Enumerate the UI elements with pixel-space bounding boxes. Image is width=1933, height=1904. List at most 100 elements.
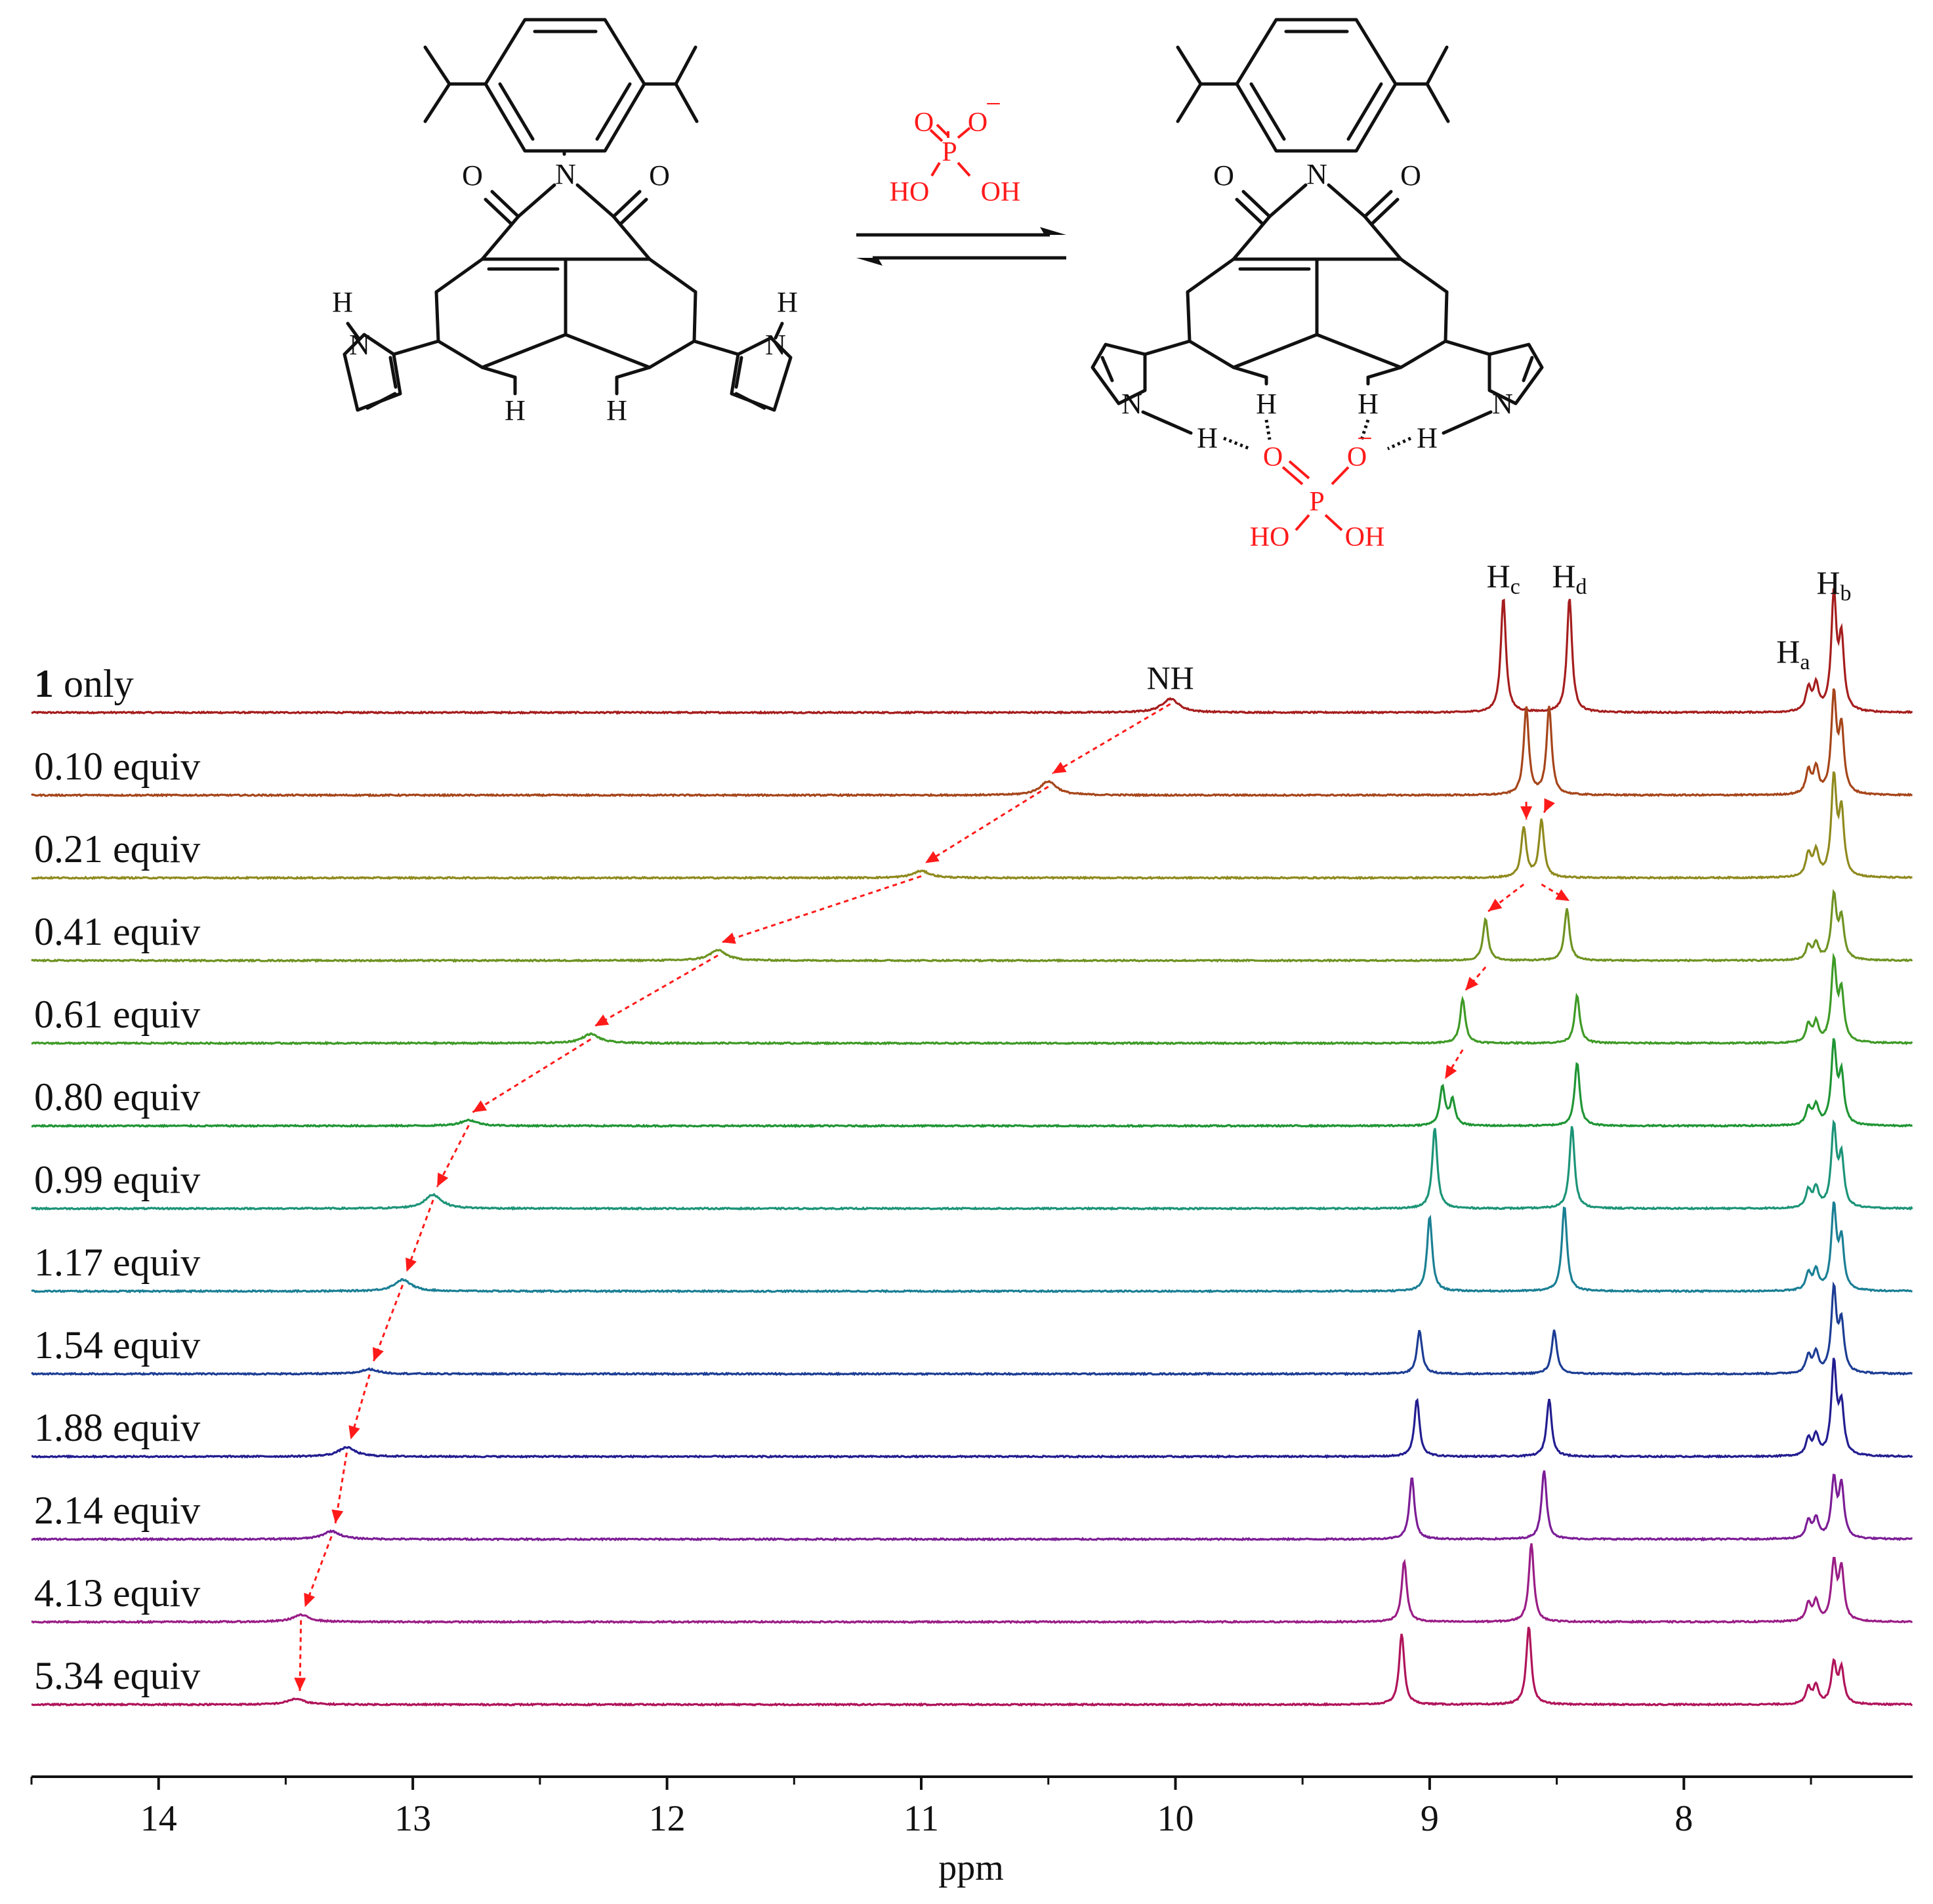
shift-arrow-line	[472, 1038, 592, 1113]
spectrum-trace	[31, 1201, 1913, 1294]
atom-label: O	[649, 159, 670, 192]
atom-label: N	[349, 329, 370, 361]
reagent-ho-label: HO	[890, 177, 930, 207]
bound-phosphate-labels: O O − P HO OH	[1250, 424, 1385, 552]
trace-label: 1.54 equiv	[34, 1323, 200, 1367]
shift-arrow-head	[472, 1100, 488, 1113]
spectrum-trace	[31, 1038, 1913, 1128]
label-main: H	[1776, 633, 1800, 670]
peak-labels: NH Hc Hd Ha Hb	[1147, 558, 1852, 696]
label-subscript: c	[1510, 575, 1520, 599]
atom-label: O	[1213, 159, 1234, 192]
shift-arrow-line	[721, 875, 922, 943]
shift-arrow-head	[372, 1347, 384, 1361]
trace-label-text: 0.61 equiv	[34, 993, 200, 1036]
x-axis-label: ppm	[938, 1848, 1004, 1888]
spectrum-trace	[31, 1626, 1913, 1707]
trace-label-text: 0.41 equiv	[34, 910, 200, 953]
trace-label: 0.21 equiv	[34, 827, 200, 871]
equilibrium-arrows	[856, 227, 1066, 266]
atom-label: O	[1347, 442, 1367, 472]
complex-atom-labels: N O O N N H H H H	[1121, 158, 1513, 454]
x-tick-label: 10	[1157, 1798, 1194, 1839]
shift-arrow-line	[334, 1452, 348, 1523]
trace-label-text: 5.34 equiv	[34, 1654, 200, 1697]
shift-arrow-line	[594, 954, 718, 1027]
x-tick-label: 9	[1421, 1798, 1439, 1839]
trace-label: 0.99 equiv	[34, 1158, 200, 1201]
shift-arrow-head	[594, 1014, 610, 1026]
trace-label-bold: 1	[34, 662, 54, 705]
trace-label-text: 0.21 equiv	[34, 827, 200, 871]
trace-label-text: only	[54, 662, 134, 705]
receptor-atom-labels: N O O N H N H H H	[332, 158, 798, 426]
trace-label: 2.14 equiv	[34, 1489, 200, 1532]
trace-label: 0.41 equiv	[34, 910, 200, 953]
atom-label: H	[332, 286, 353, 318]
label-main: H	[1552, 558, 1575, 594]
shift-arrow-head	[304, 1592, 316, 1607]
trace-label-text: 0.99 equiv	[34, 1158, 200, 1201]
spectrum-trace	[31, 588, 1913, 715]
reagent-o-label: O	[914, 108, 934, 138]
atom-label: O	[462, 159, 483, 192]
peak-label-ha: Ha	[1776, 633, 1810, 674]
spectrum-trace	[31, 1281, 1913, 1376]
trace-label-text: 2.14 equiv	[34, 1489, 200, 1532]
atom-label: H	[606, 394, 627, 426]
x-tick-label: 12	[649, 1798, 686, 1839]
shift-arrow-head	[1520, 806, 1533, 819]
receptor-structure	[343, 18, 793, 412]
trace-label-text: 4.13 equiv	[34, 1571, 200, 1615]
trace-labels: 1 only 0.10 equiv 0.21 equiv 0.41 equiv 0.61…	[34, 662, 200, 1697]
shift-arrow-head	[722, 932, 736, 944]
label-subscript: b	[1840, 581, 1851, 606]
atom-label: HO	[1250, 522, 1290, 552]
reagent-oh-label: OH	[981, 177, 1021, 207]
label-main: H	[1487, 558, 1510, 594]
peak-label-hc: Hc	[1487, 558, 1520, 599]
atom-label: N	[555, 158, 576, 190]
peak-label-hd: Hd	[1552, 558, 1587, 599]
label-main: H	[1816, 564, 1840, 601]
spectrum-trace	[30, 1119, 1913, 1211]
spectrum-trace	[31, 952, 1913, 1046]
atom-label: P	[1309, 487, 1324, 517]
shift-arrow-line	[1051, 703, 1171, 775]
trace-label: 1.88 equiv	[34, 1406, 200, 1449]
shift-arrow-head	[1445, 1064, 1457, 1079]
spectrum-trace	[31, 1470, 1913, 1542]
atom-label: H	[505, 394, 526, 426]
phosphate-reagent: O O − P HO OH	[890, 89, 1021, 207]
atom-label: H	[777, 286, 798, 318]
peak-label-nh: NH	[1147, 659, 1194, 696]
atom-label: N	[1121, 388, 1142, 420]
atom-label: −	[1357, 424, 1373, 454]
shift-arrow-head	[925, 851, 940, 863]
x-tick-label: 11	[904, 1798, 939, 1839]
shift-arrow-head	[1465, 976, 1479, 991]
trace-label: 5.34 equiv	[34, 1654, 200, 1697]
trace-label: 0.61 equiv	[34, 993, 200, 1036]
x-axis: 14 13 12 11 10 9 8 ppm	[30, 1775, 1913, 1888]
shift-arrow-line	[925, 785, 1049, 864]
shift-arrow-head	[294, 1678, 306, 1691]
label-subscript: d	[1576, 575, 1587, 599]
shift-arrow-head	[348, 1425, 360, 1439]
spectrum-trace	[31, 688, 1913, 798]
reagent-charge-label: −	[986, 89, 1001, 119]
spectrum-trace	[31, 1357, 1913, 1459]
nmr-titration-chart: 1 only 0.10 equiv 0.21 equiv 0.41 equiv 0.61…	[30, 558, 1913, 1888]
shift-arrow-line	[349, 1374, 371, 1440]
atom-label: OH	[1345, 522, 1385, 552]
spectrum-trace	[31, 889, 1913, 963]
trace-label-text: 0.10 equiv	[34, 745, 200, 788]
x-tick-label: 14	[140, 1798, 177, 1839]
reagent-o-label: O	[968, 108, 987, 138]
spectrum-trace	[31, 1543, 1913, 1625]
reaction-scheme: N O O N H N H H H O O − P HO OH	[332, 18, 1544, 552]
hydrogen-bonds	[1223, 419, 1412, 451]
reagent-p-label: P	[942, 137, 957, 167]
trace-label-text: 1.88 equiv	[34, 1406, 200, 1449]
